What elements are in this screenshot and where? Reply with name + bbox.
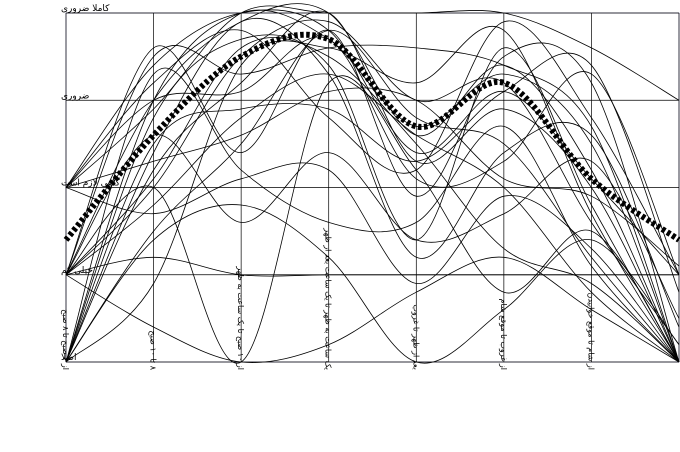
series-line: [65, 204, 680, 364]
mean-line: [63, 31, 680, 243]
y-tick-label: اصلا: [61, 353, 77, 363]
series-line: [65, 9, 680, 363]
series-line: [65, 9, 680, 276]
x-tick-label: یک ساعت به ظهر تا یک ساعت بعد از ظهر: [324, 227, 333, 370]
series-line: [65, 73, 680, 363]
y-tick-label: ضروری: [61, 91, 89, 101]
y-tick-label: گاهی لازم است: [61, 177, 121, 189]
series-line: [65, 162, 680, 363]
series-lines: [65, 3, 680, 364]
series-line: [65, 29, 680, 363]
series-line: [65, 256, 679, 277]
series-line: [65, 34, 680, 363]
series-line: [65, 67, 680, 363]
series-line: [65, 52, 680, 363]
x-tick-label: از ۶ صبح تا ۸ صبح: [61, 309, 70, 370]
series-line: [65, 26, 680, 363]
series-line: [65, 29, 680, 363]
x-tick-label: بعد از ظهر تا غروب: [411, 304, 420, 370]
series-line: [65, 5, 680, 188]
series-line: [65, 44, 680, 363]
x-tick-label: از شام تا موقع خوابیدن: [586, 292, 595, 370]
y-tick-label: کاملا ضروری: [61, 4, 110, 14]
series-line: [65, 37, 680, 363]
x-tick-label: از غروب تا موقع شام: [499, 298, 508, 370]
series-line: [65, 256, 680, 363]
y-tick-label: خیلی کم: [61, 266, 93, 276]
series-line: [65, 36, 680, 275]
x-tick-label: از ۱۰ صبح تا یک ساعت به ظهر: [236, 265, 245, 370]
series-line: [65, 19, 680, 345]
series-line: [65, 17, 680, 363]
x-tick-label: ۸ تا ۱۰ صبح: [149, 330, 158, 370]
tick-labels: اصلا خیلی کم گاهی لازم است ضروری کاملا ضروری…: [61, 4, 595, 371]
series-line: [65, 134, 680, 319]
mean-line-layer: [63, 31, 680, 243]
series-line: [65, 20, 680, 275]
